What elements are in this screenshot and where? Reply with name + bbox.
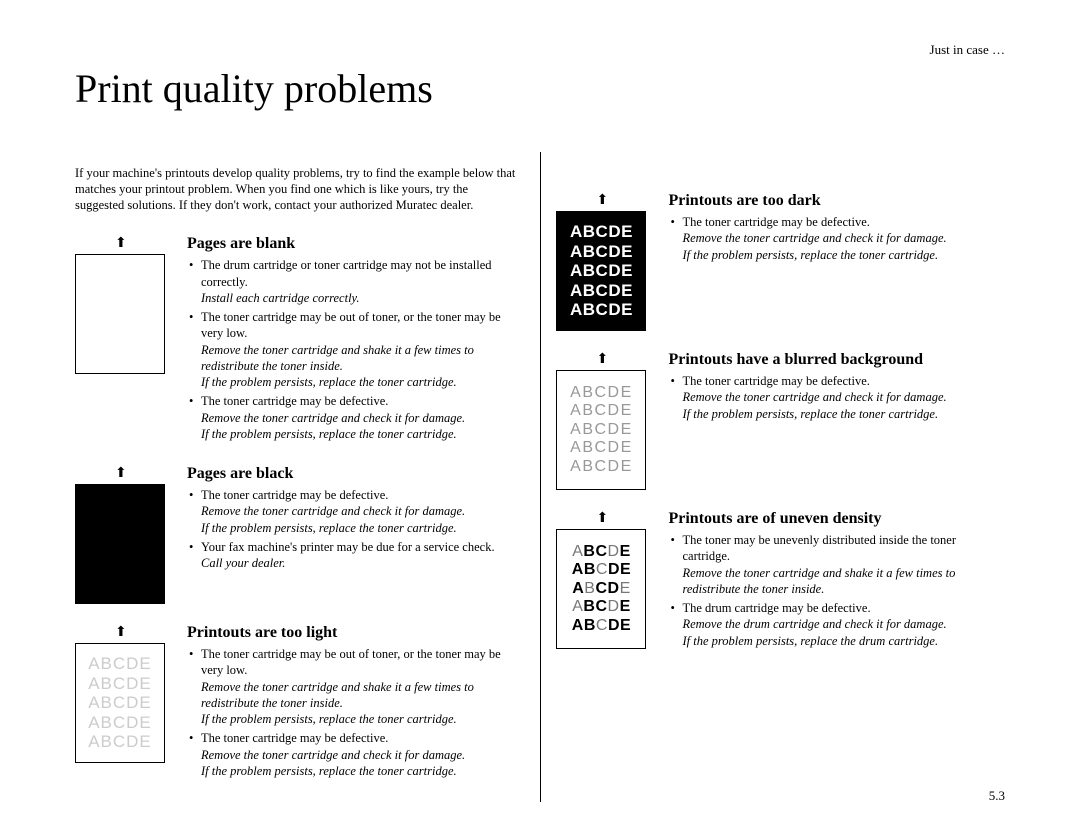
header-section: Just in case …: [930, 42, 1005, 58]
bullet-item: The toner cartridge may be defective.Rem…: [187, 393, 524, 442]
problem-block: ⬆ABCDEABCDEABCDEABCDEABCDE Printouts are …: [556, 510, 1005, 652]
intro-text: If your machine's printouts develop qual…: [75, 165, 520, 214]
bullet-item: The toner cartridge may be out of toner,…: [187, 309, 524, 390]
problem-block: ⬆ABCDEABCDEABCDEABCDEABCDE Printouts are …: [556, 192, 1005, 331]
bullet-text: The toner cartridge may be out of toner,…: [201, 310, 501, 340]
bullet-item: The toner cartridge may be defective.Rem…: [187, 487, 524, 536]
bullet-list: The toner cartridge may be defective.Rem…: [187, 487, 524, 571]
bullet-text: The toner cartridge may be defective.: [682, 374, 869, 388]
bullet-list: The toner cartridge may be defective.Rem…: [668, 214, 1005, 263]
arrow-up-icon: ⬆: [596, 510, 608, 527]
problem-block: ⬆ Pages are black The toner cartridge may …: [75, 465, 524, 604]
bullet-item: The toner cartridge may be defective.Rem…: [668, 373, 1005, 422]
problem-block: ⬆ABCDEABCDEABCDEABCDEABCDE Printouts have…: [556, 351, 1005, 490]
bullet-text: Your fax machine's printer may be due fo…: [201, 540, 495, 554]
arrow-up-icon: ⬆: [115, 624, 127, 641]
bullet-item: The toner may be unevenly distributed in…: [668, 532, 1005, 597]
sample-thumbnail: ⬆ABCDEABCDEABCDEABCDEABCDE: [556, 510, 656, 649]
right-column: ⬆ABCDEABCDEABCDEABCDEABCDE Printouts are …: [556, 152, 1005, 802]
sample-thumbnail: ⬆: [75, 465, 175, 604]
bullet-text: The toner cartridge may be defective.: [201, 731, 388, 745]
sample-thumbnail: ⬆ABCDEABCDEABCDEABCDEABCDE: [556, 351, 656, 490]
bullet-item: Your fax machine's printer may be due fo…: [187, 539, 524, 572]
bullet-text: The toner cartridge may be defective.: [201, 488, 388, 502]
problem-title: Printouts are too dark: [668, 192, 1005, 210]
page-number: 5.3: [989, 788, 1005, 804]
bullet-text: The toner may be unevenly distributed in…: [682, 533, 956, 563]
problem-block: ⬆ Pages are blank The drum cartridge or to…: [75, 235, 524, 445]
page-title: Print quality problems: [75, 65, 1005, 112]
problem-title: Printouts are too light: [187, 624, 524, 642]
bullet-text: The drum cartridge may be defective.: [682, 601, 870, 615]
bullet-list: The toner cartridge may be out of toner,…: [187, 646, 524, 779]
left-column: If your machine's printouts develop qual…: [75, 152, 524, 802]
problem-title: Pages are blank: [187, 235, 524, 253]
problem-title: Printouts have a blurred background: [668, 351, 1005, 369]
bullet-list: The toner cartridge may be defective.Rem…: [668, 373, 1005, 422]
bullet-item: The drum cartridge may be defective.Remo…: [668, 600, 1005, 649]
problem-title: Pages are black: [187, 465, 524, 483]
arrow-up-icon: ⬆: [115, 235, 127, 252]
bullet-text: The drum cartridge or toner cartridge ma…: [201, 258, 492, 288]
sample-thumbnail: ⬆ABCDEABCDEABCDEABCDEABCDE: [556, 192, 656, 331]
problem-title: Printouts are of uneven density: [668, 510, 1005, 528]
bullet-text: The toner cartridge may be defective.: [682, 215, 869, 229]
bullet-list: The toner may be unevenly distributed in…: [668, 532, 1005, 649]
bullet-item: The toner cartridge may be out of toner,…: [187, 646, 524, 727]
bullet-item: The drum cartridge or toner cartridge ma…: [187, 257, 524, 306]
problem-block: ⬆ABCDEABCDEABCDEABCDEABCDE Printouts are …: [75, 624, 524, 782]
bullet-text: The toner cartridge may be defective.: [201, 394, 388, 408]
arrow-up-icon: ⬆: [596, 351, 608, 368]
bullet-item: The toner cartridge may be defective.Rem…: [187, 730, 524, 779]
arrow-up-icon: ⬆: [115, 465, 127, 482]
bullet-list: The drum cartridge or toner cartridge ma…: [187, 257, 524, 442]
arrow-up-icon: ⬆: [596, 192, 608, 209]
bullet-item: The toner cartridge may be defective.Rem…: [668, 214, 1005, 263]
column-divider: [540, 152, 541, 802]
sample-thumbnail: ⬆ABCDEABCDEABCDEABCDEABCDE: [75, 624, 175, 763]
sample-thumbnail: ⬆: [75, 235, 175, 374]
bullet-text: The toner cartridge may be out of toner,…: [201, 647, 501, 677]
